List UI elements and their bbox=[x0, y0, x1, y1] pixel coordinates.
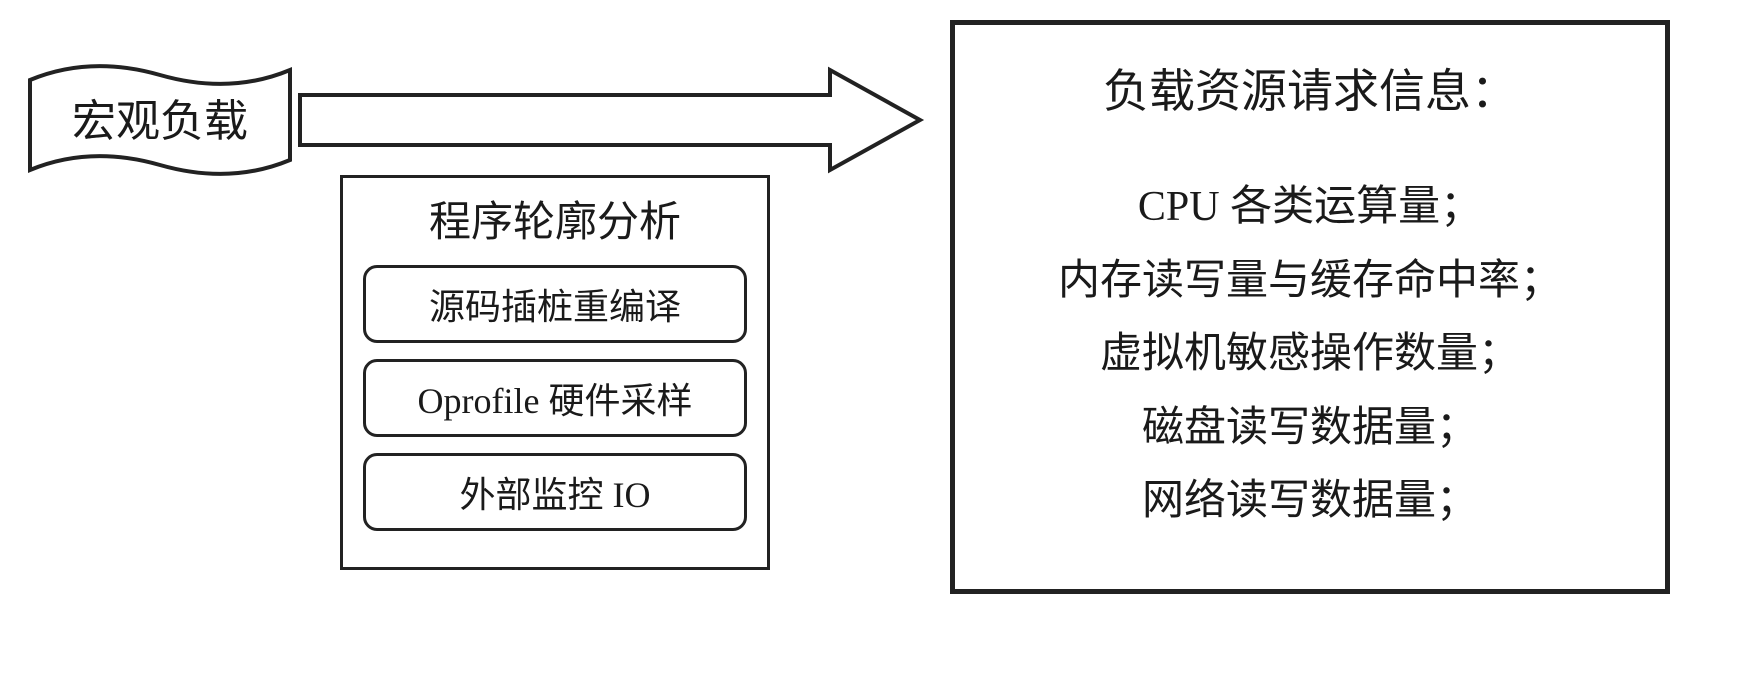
output-item: 磁盘读写数据量； bbox=[975, 392, 1645, 466]
output-title: 负载资源请求信息： bbox=[975, 55, 1645, 121]
output-item: CPU 各类运算量； bbox=[975, 171, 1645, 245]
profiling-title: 程序轮廓分析 bbox=[363, 188, 747, 249]
macro-load-banner: 宏观负载 bbox=[20, 50, 300, 190]
output-item: 网络读写数据量； bbox=[975, 465, 1645, 539]
output-item: 虚拟机敏感操作数量； bbox=[975, 318, 1645, 392]
profiling-box: 程序轮廓分析 源码插桩重编译 Oprofile 硬件采样 外部监控 IO bbox=[340, 175, 770, 570]
output-box: 负载资源请求信息： CPU 各类运算量； 内存读写量与缓存命中率； 虚拟机敏感操… bbox=[950, 20, 1670, 594]
diagram-root: 宏观负载 负载资源请求信息： CPU 各类运算量； 内存读写量与缓存命中率； 虚… bbox=[20, 20, 1744, 594]
flow-arrow bbox=[290, 60, 930, 180]
macro-load-label: 宏观负载 bbox=[72, 85, 248, 149]
output-item: 内存读写量与缓存命中率； bbox=[975, 245, 1645, 319]
profiling-method: 源码插桩重编译 bbox=[363, 265, 747, 343]
profiling-method: 外部监控 IO bbox=[363, 453, 747, 531]
profiling-method: Oprofile 硬件采样 bbox=[363, 359, 747, 437]
arrow-shape bbox=[290, 60, 930, 180]
